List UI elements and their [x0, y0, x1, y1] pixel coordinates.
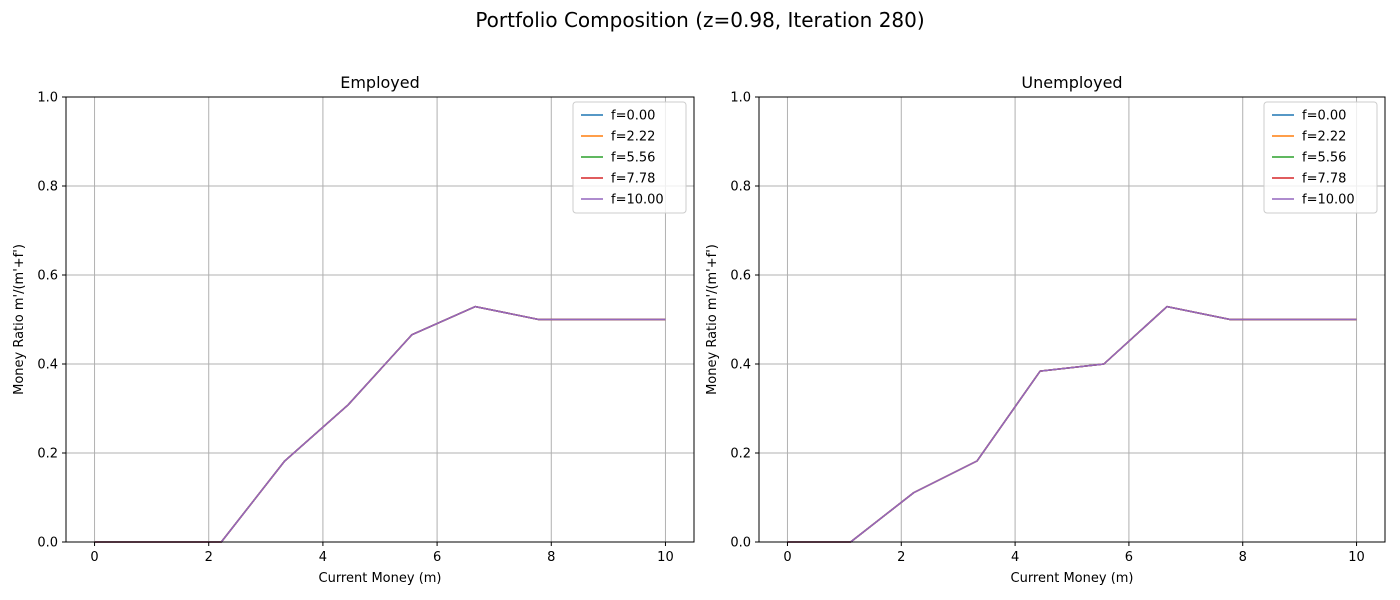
employed-x-tick-label-0: 0 [90, 550, 98, 565]
unemployed-legend-label-4: f=10.00 [1302, 193, 1355, 208]
unemployed-y-axis-label: Money Ratio m'/(m'+f') [705, 244, 720, 395]
unemployed-y-tick-label-4: 0.8 [730, 180, 751, 195]
employed-y-tick-label-4: 0.8 [37, 180, 58, 195]
employed-x-axis-label: Current Money (m) [319, 571, 442, 586]
unemployed-legend-label-3: f=7.78 [1302, 172, 1346, 187]
employed-panel: 0 2 4 6 8 10 0.0 0.2 0.4 0.6 0.8 1.0 Employed Current… [12, 73, 695, 586]
unemployed-legend-label-1: f=2.22 [1302, 130, 1346, 145]
unemployed-x-tick-label-2: 4 [1011, 550, 1019, 565]
employed-x-tick-label-4: 8 [547, 550, 555, 565]
unemployed-y-tick-label-3: 0.6 [730, 269, 751, 284]
employed-legend-label-2: f=5.56 [611, 151, 655, 166]
employed-y-tick-label-3: 0.6 [37, 269, 58, 284]
employed-axes-frame [65, 96, 695, 543]
unemployed-x-tick-label-4: 8 [1239, 550, 1247, 565]
unemployed-x-axis-label: Current Money (m) [1011, 571, 1134, 586]
employed-y-tick-label-0: 0.0 [37, 536, 58, 551]
employed-y-tick-label-5: 1.0 [37, 91, 58, 106]
unemployed-legend: f=0.00 f=2.22 f=5.56 f=7.78 f=10.00 [1263, 101, 1378, 214]
employed-x-tick-label-1: 2 [205, 550, 213, 565]
unemployed-series-line-4 [787, 305, 1357, 543]
employed-y-tick-label-1: 0.2 [37, 447, 58, 462]
employed-legend: f=0.00 f=2.22 f=5.56 f=7.78 f=10.00 [572, 101, 687, 214]
employed-y-tick-label-2: 0.4 [37, 358, 58, 373]
employed-x-tick-label-5: 10 [657, 550, 674, 565]
unemployed-panel: 0 2 4 6 8 10 0.0 0.2 0.4 0.6 0.8 1.0 Unemployed Curre… [705, 73, 1386, 586]
unemployed-legend-label-0: f=0.00 [1302, 109, 1346, 124]
unemployed-legend-label-2: f=5.56 [1302, 151, 1346, 166]
unemployed-y-tick-label-0: 0.0 [730, 536, 751, 551]
figure-title: Portfolio Composition (z=0.98, Iteration… [475, 8, 924, 32]
unemployed-x-tick-label-3: 6 [1125, 550, 1133, 565]
employed-y-axis-label: Money Ratio m'/(m'+f') [12, 244, 27, 395]
unemployed-axes-title: Unemployed [1021, 73, 1122, 92]
unemployed-legend-frame [1263, 101, 1378, 214]
employed-legend-label-3: f=7.78 [611, 172, 655, 187]
unemployed-x-tick-label-0: 0 [783, 550, 791, 565]
employed-x-tick-label-2: 4 [319, 550, 327, 565]
unemployed-x-tick-label-5: 10 [1348, 550, 1365, 565]
employed-axes-title: Employed [340, 73, 420, 92]
unemployed-y-tick-label-1: 0.2 [730, 447, 751, 462]
employed-legend-frame [572, 101, 687, 214]
employed-legend-label-4: f=10.00 [611, 193, 664, 208]
employed-legend-label-1: f=2.22 [611, 130, 655, 145]
unemployed-y-tick-label-5: 1.0 [730, 91, 751, 106]
unemployed-x-tick-label-1: 2 [897, 550, 905, 565]
unemployed-y-tick-label-2: 0.4 [730, 358, 751, 373]
employed-legend-label-0: f=0.00 [611, 109, 655, 124]
unemployed-axes-frame [758, 96, 1386, 543]
employed-x-tick-label-3: 6 [433, 550, 441, 565]
